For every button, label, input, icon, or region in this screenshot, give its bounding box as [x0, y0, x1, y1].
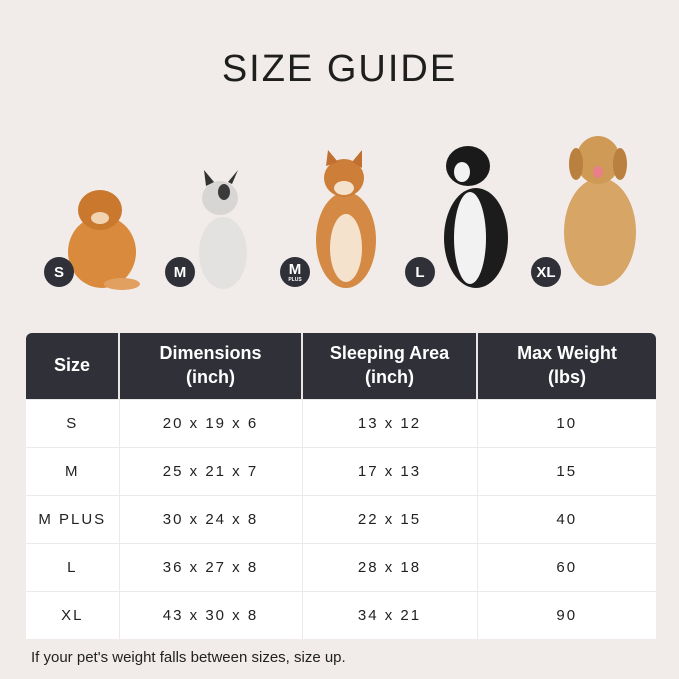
sizing-note: If your pet's weight falls between sizes… — [31, 649, 346, 666]
size-badge-xl: XL — [531, 257, 561, 287]
header-max-weight: Max Weight (lbs) — [477, 333, 656, 399]
cell-dimensions: 25 x 21 x 7 — [119, 446, 303, 495]
table-row: S 20 x 19 x 6 13 x 12 10 — [26, 398, 656, 447]
badge-label: L — [415, 263, 425, 281]
cell-sleeping-area: 13 x 12 — [302, 398, 478, 447]
cell-sleeping-area: 17 x 13 — [302, 446, 478, 495]
cell-max-weight: 15 — [477, 446, 656, 495]
cell-dimensions: 20 x 19 x 6 — [119, 398, 303, 447]
cell-size: S — [26, 398, 120, 447]
cell-size: M PLUS — [26, 494, 120, 543]
table-header-row: Size Dimensions (inch) Sleeping Area (inch… — [26, 333, 656, 399]
table-row: M PLUS 30 x 24 x 8 22 x 15 40 — [26, 494, 656, 543]
cell-size: M — [26, 446, 120, 495]
badge-label: M — [288, 260, 302, 278]
table-row: M 25 x 21 x 7 17 x 13 15 — [26, 446, 656, 495]
header-sleeping-area: Sleeping Area (inch) — [302, 333, 478, 399]
french-bulldog-image — [199, 170, 247, 289]
table-row: XL 43 x 30 x 8 34 x 21 90 — [26, 590, 656, 639]
size-badge-l: L — [405, 257, 435, 287]
badge-label: S — [53, 263, 64, 281]
cell-dimensions: 36 x 27 x 8 — [119, 542, 303, 591]
cell-max-weight: 90 — [477, 590, 656, 639]
cell-dimensions: 30 x 24 x 8 — [119, 494, 303, 543]
table-row: L 36 x 27 x 8 28 x 18 60 — [26, 542, 656, 591]
pomeranian-image — [68, 190, 140, 290]
cell-max-weight: 10 — [477, 398, 656, 447]
shiba-inu-image — [316, 150, 376, 288]
cell-sleeping-area: 22 x 15 — [302, 494, 478, 543]
badge-label: M — [173, 263, 187, 281]
cell-max-weight: 60 — [477, 542, 656, 591]
page-title: SIZE GUIDE — [221, 48, 458, 90]
golden-retriever-image — [564, 136, 636, 286]
cell-sleeping-area: 28 x 18 — [302, 542, 478, 591]
cell-max-weight: 40 — [477, 494, 656, 543]
size-badge-m: M — [165, 257, 195, 287]
size-badge-m-plus: M PLUS — [280, 257, 310, 287]
cell-dimensions: 43 x 30 x 8 — [119, 590, 303, 639]
size-badge-s: S — [44, 257, 74, 287]
badge-label: XL — [536, 263, 556, 281]
border-collie-image — [444, 146, 508, 288]
header-dimensions: Dimensions (inch) — [119, 333, 303, 399]
header-size: Size — [26, 333, 120, 399]
cell-sleeping-area: 34 x 21 — [302, 590, 478, 639]
badge-sublabel: PLUS — [288, 276, 302, 283]
size-table: Size Dimensions (inch) Sleeping Area (inch… — [26, 333, 656, 639]
cell-size: XL — [26, 590, 120, 639]
cell-size: L — [26, 542, 120, 591]
